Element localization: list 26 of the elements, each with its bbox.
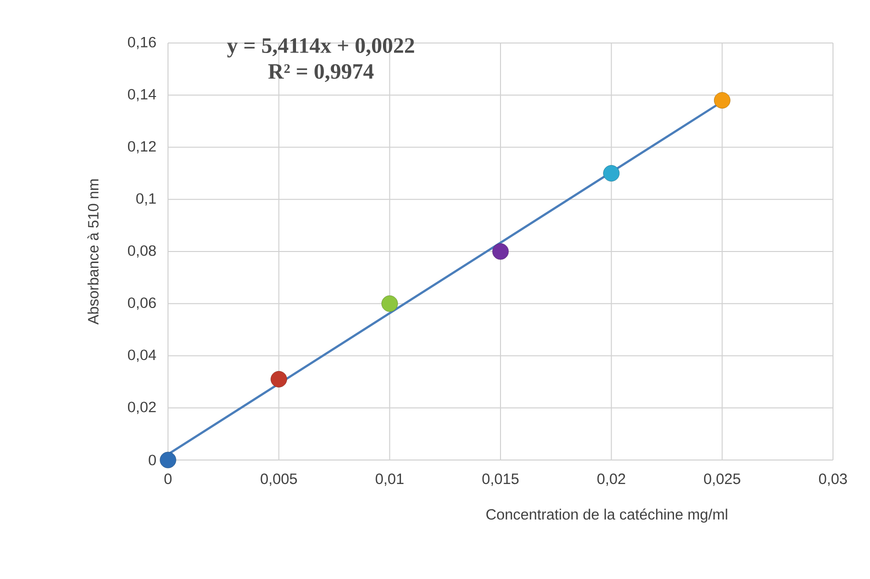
x-axis-title: Concentration de la catéchine mg/ml: [486, 508, 728, 523]
y-tick-label: 0,16: [128, 36, 156, 50]
y-tick-label: 0,02: [128, 402, 156, 414]
annotation: R² = 0,9974: [268, 64, 374, 82]
x-tick-label: 0,005: [260, 474, 297, 486]
y-tick-label: 0,12: [128, 141, 156, 154]
point: [492, 243, 509, 260]
x-tick-label: 0,025: [704, 474, 740, 486]
x-tick-label: 0,02: [597, 474, 626, 486]
y-tick-label: 0,1: [136, 193, 156, 206]
y-tick-label: 0,14: [128, 88, 156, 102]
point: [714, 92, 730, 109]
x-tick-label: 0,01: [376, 474, 404, 486]
point: [603, 165, 620, 182]
point: [381, 295, 398, 312]
point: [270, 371, 288, 388]
y-tick-label: 0,06: [128, 297, 156, 310]
x-tick-label: 0,03: [819, 474, 847, 486]
x-tick-label: 0: [164, 474, 172, 484]
y-axis-title: Absorbance à 510 nm: [87, 179, 99, 325]
x-tick-label: 0,015: [482, 474, 519, 486]
point: [160, 452, 176, 468]
y-tick-label: 0: [148, 454, 156, 466]
y-tick-label: 0,08: [128, 245, 156, 258]
y-tick-label: 0,04: [128, 350, 156, 362]
annotation: y = 5,4114x + 0,0022: [227, 38, 414, 58]
